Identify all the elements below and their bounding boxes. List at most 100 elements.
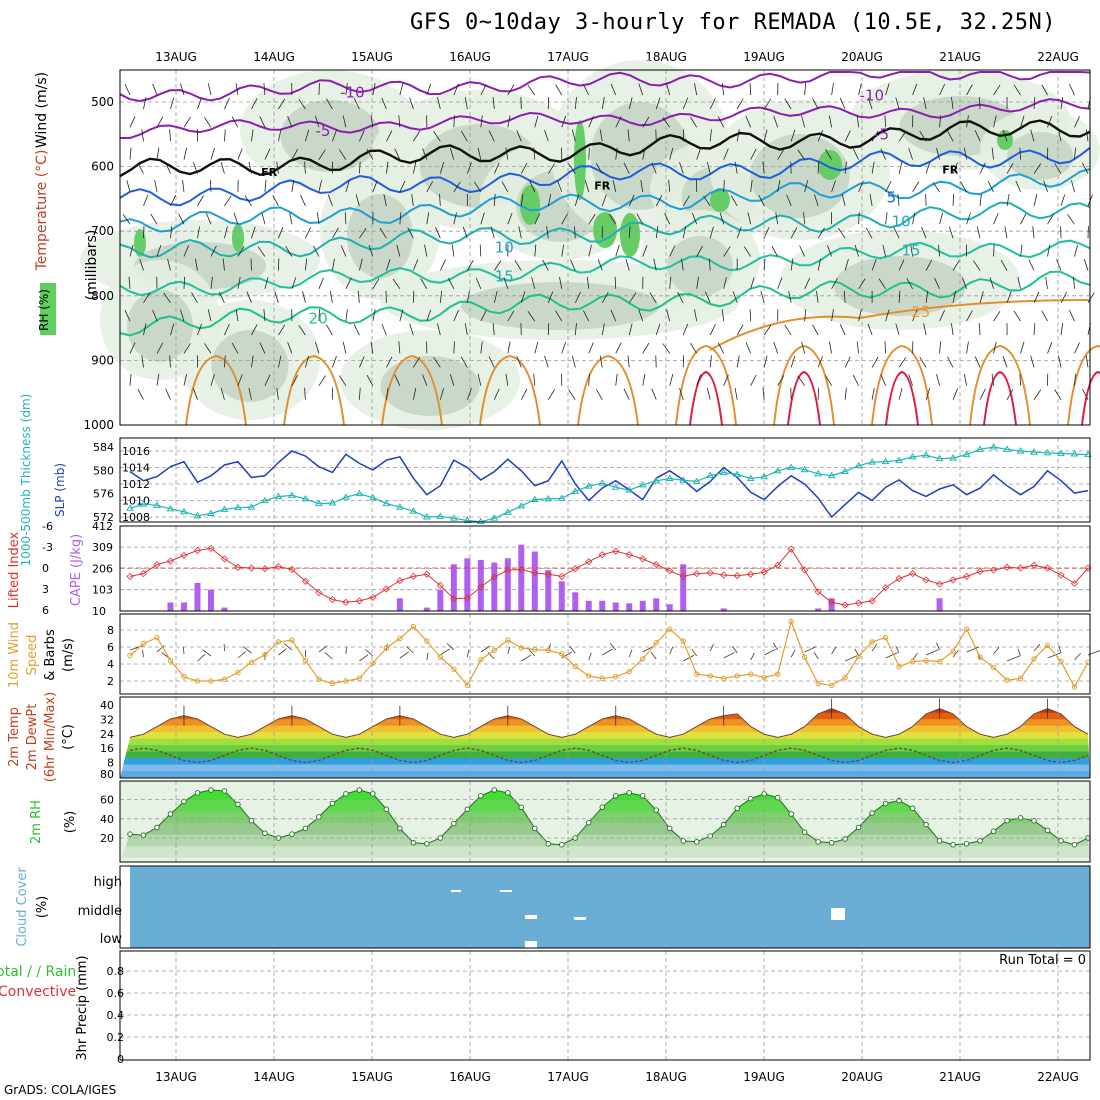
wind-barb (1069, 83, 1075, 96)
li-marker (828, 598, 836, 606)
wind-barb (224, 355, 226, 368)
thickness-marker (584, 482, 593, 489)
wind-barb (1033, 194, 1038, 206)
wind-barb (636, 213, 644, 225)
wind-barb (520, 162, 528, 174)
wind-barb (912, 309, 918, 322)
li-marker (625, 551, 633, 559)
thickness-marker (382, 499, 391, 507)
rh-marker (505, 790, 511, 796)
temp-band (120, 757, 1090, 765)
wind-barb (126, 180, 131, 193)
wind-barb (274, 291, 279, 303)
wind-barb (642, 147, 646, 160)
li-marker (652, 560, 660, 569)
wind-barb (747, 212, 752, 225)
wind-barb (426, 181, 434, 193)
wind-barb (925, 259, 933, 271)
li-marker (774, 561, 782, 569)
rh-marker (451, 820, 457, 827)
wind-barb (531, 277, 536, 289)
contour-label: 10 (892, 213, 911, 231)
rh-marker (680, 838, 686, 844)
wind10m-marker (343, 678, 349, 684)
wind-barb (856, 341, 860, 354)
cloud-axis-unit: (%) (35, 896, 50, 919)
wind-barb (640, 179, 644, 192)
wind-barb (398, 341, 401, 354)
wind-barb (197, 195, 204, 207)
rh-marker (532, 825, 538, 832)
wind-barb (278, 324, 286, 336)
thickness-marker (530, 495, 539, 502)
wind-barb (359, 356, 365, 368)
precip-tick-label: 0.4 (107, 1009, 125, 1022)
wind-barb (762, 161, 765, 174)
li-marker (706, 569, 714, 577)
wind10m-marker (815, 680, 821, 687)
rh-marker (248, 817, 255, 824)
wind-barb (264, 374, 271, 386)
wind-barb (669, 374, 674, 386)
wind-barb (1020, 341, 1025, 354)
wind-barb (838, 228, 846, 239)
cloud-level-label: middle (78, 904, 122, 919)
wind-barb (615, 342, 622, 354)
surface-temp-contour (1067, 344, 1100, 426)
wind-barb (368, 245, 374, 257)
thickness-marker (342, 493, 350, 500)
isotherm-25 (709, 299, 1091, 351)
wind-barb (723, 277, 727, 289)
rh-marker (356, 787, 363, 793)
wind10m-marker (221, 676, 228, 682)
wind-barb (788, 290, 792, 303)
wind-barb (623, 162, 630, 174)
wind10m-marker (410, 623, 417, 630)
wind10m-marker (262, 651, 268, 658)
wind10m-marker (1058, 658, 1064, 665)
thickness-marker (854, 461, 863, 469)
wind-barb (709, 355, 712, 368)
wind-barb (574, 226, 576, 239)
wind-barb (679, 162, 684, 174)
wind-barb (412, 387, 417, 400)
wind-barb (628, 226, 631, 239)
wind-barb (492, 97, 495, 110)
wind10m-barb (936, 642, 940, 651)
wind10m-barb (406, 646, 414, 654)
contour-label: 15 (901, 242, 920, 260)
wind-barb (951, 97, 954, 110)
wind-barb (264, 179, 267, 192)
wind-barb (854, 244, 860, 257)
wind-barb (527, 84, 536, 96)
wind-barb (318, 309, 320, 322)
li-marker (207, 544, 215, 552)
wind-barb (207, 309, 212, 322)
cloud-axis-label: Cloud Cover (15, 867, 30, 947)
wind-barb (420, 278, 428, 290)
wind-barb (298, 98, 306, 110)
surface-temp-contour-hot (885, 370, 919, 426)
wind10m-barb (1047, 652, 1061, 659)
wind10m-marker (613, 674, 619, 680)
wind-barb (856, 115, 860, 128)
rh-marker (923, 821, 929, 828)
wind10m-marker (909, 658, 916, 665)
wind-barb (237, 276, 241, 289)
thickness-marker (935, 454, 944, 462)
li-marker (369, 593, 377, 601)
wind-barb (372, 180, 378, 193)
wind10m-marker (923, 657, 929, 664)
wind-barb (993, 244, 995, 257)
wind-barb (1047, 115, 1053, 128)
wind-barb (736, 98, 744, 110)
wind-barb (561, 244, 565, 257)
wind-barb (493, 388, 500, 400)
wind-barb (353, 324, 360, 336)
wind-barb (825, 149, 832, 160)
date-label-bottom: 20AUG (841, 1070, 883, 1084)
wind-barb (858, 278, 866, 290)
wind-barb (655, 226, 659, 239)
cape-bar (815, 608, 822, 611)
li-marker (733, 572, 741, 580)
